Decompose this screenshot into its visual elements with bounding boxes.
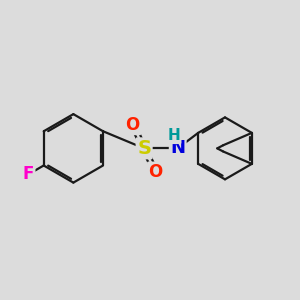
- Text: H: H: [167, 128, 180, 143]
- Text: S: S: [137, 139, 151, 158]
- Text: N: N: [170, 140, 185, 158]
- Text: O: O: [126, 116, 140, 134]
- Text: O: O: [148, 163, 163, 181]
- Text: F: F: [23, 165, 34, 183]
